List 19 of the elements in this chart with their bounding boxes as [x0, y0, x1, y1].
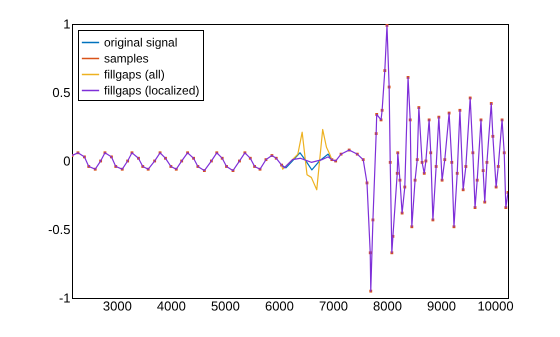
legend-label: original signal [104, 36, 178, 50]
x-tick-label: 10000 [477, 298, 514, 314]
x-tick-label: 6000 [264, 298, 294, 314]
x-tick-label: 7000 [318, 298, 348, 314]
x-tick-label: 3000 [102, 298, 132, 314]
line-series [281, 152, 332, 171]
x-tick-label: 9000 [427, 298, 456, 314]
line-series [281, 128, 332, 190]
y-tick-label: 0.5 [52, 85, 70, 100]
x-tick-label: 8000 [373, 298, 402, 314]
y-tick-label: -0.5 [48, 222, 70, 237]
legend-label: fillgaps (all) [104, 68, 165, 82]
legend-label: fillgaps (localized) [104, 84, 200, 98]
y-tick-label: 1 [63, 16, 70, 32]
y-tick-label: -1 [58, 290, 70, 306]
x-tick-label: 5000 [210, 298, 240, 314]
legend-label: samples [104, 52, 149, 66]
x-tick-label: 4000 [156, 298, 186, 314]
y-tick-label: 0 [63, 154, 70, 168]
